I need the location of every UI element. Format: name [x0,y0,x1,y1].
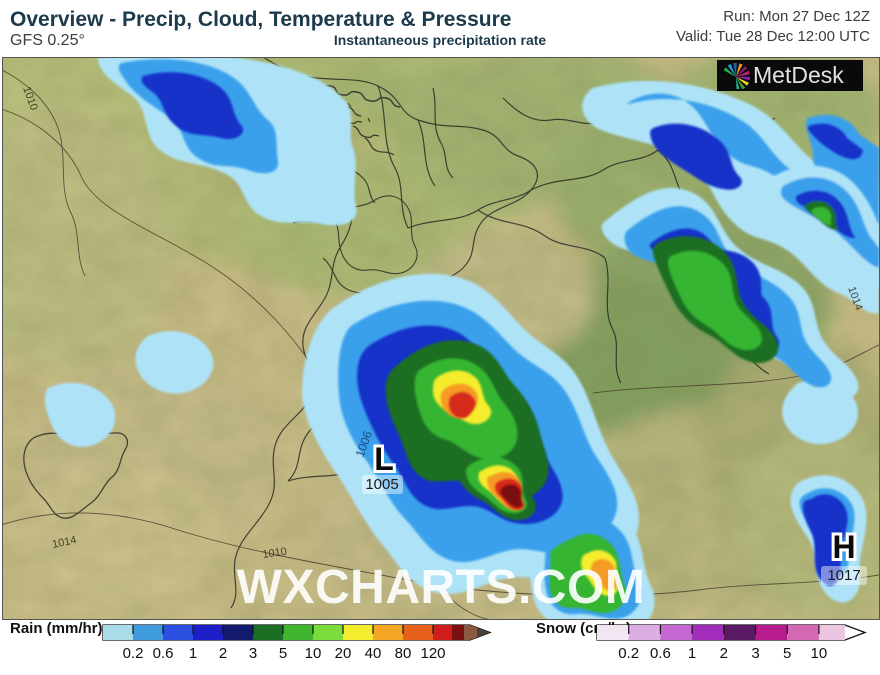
svg-text:0.2: 0.2 [123,645,144,662]
svg-text:0.6: 0.6 [153,645,174,662]
svg-text:3: 3 [249,645,257,662]
svg-text:40: 40 [365,645,382,662]
svg-text:5: 5 [783,645,791,662]
svg-text:0.6: 0.6 [650,645,671,662]
svg-text:10: 10 [305,645,322,662]
svg-text:1: 1 [688,645,696,662]
svg-text:80: 80 [395,645,412,662]
svg-text:10: 10 [811,645,828,662]
svg-text:1: 1 [189,645,197,662]
svg-text:3: 3 [751,645,759,662]
svg-text:2: 2 [720,645,728,662]
svg-text:20: 20 [335,645,352,662]
svg-text:120: 120 [420,645,445,662]
svg-text:2: 2 [219,645,227,662]
svg-text:5: 5 [279,645,287,662]
svg-text:0.2: 0.2 [618,645,639,662]
